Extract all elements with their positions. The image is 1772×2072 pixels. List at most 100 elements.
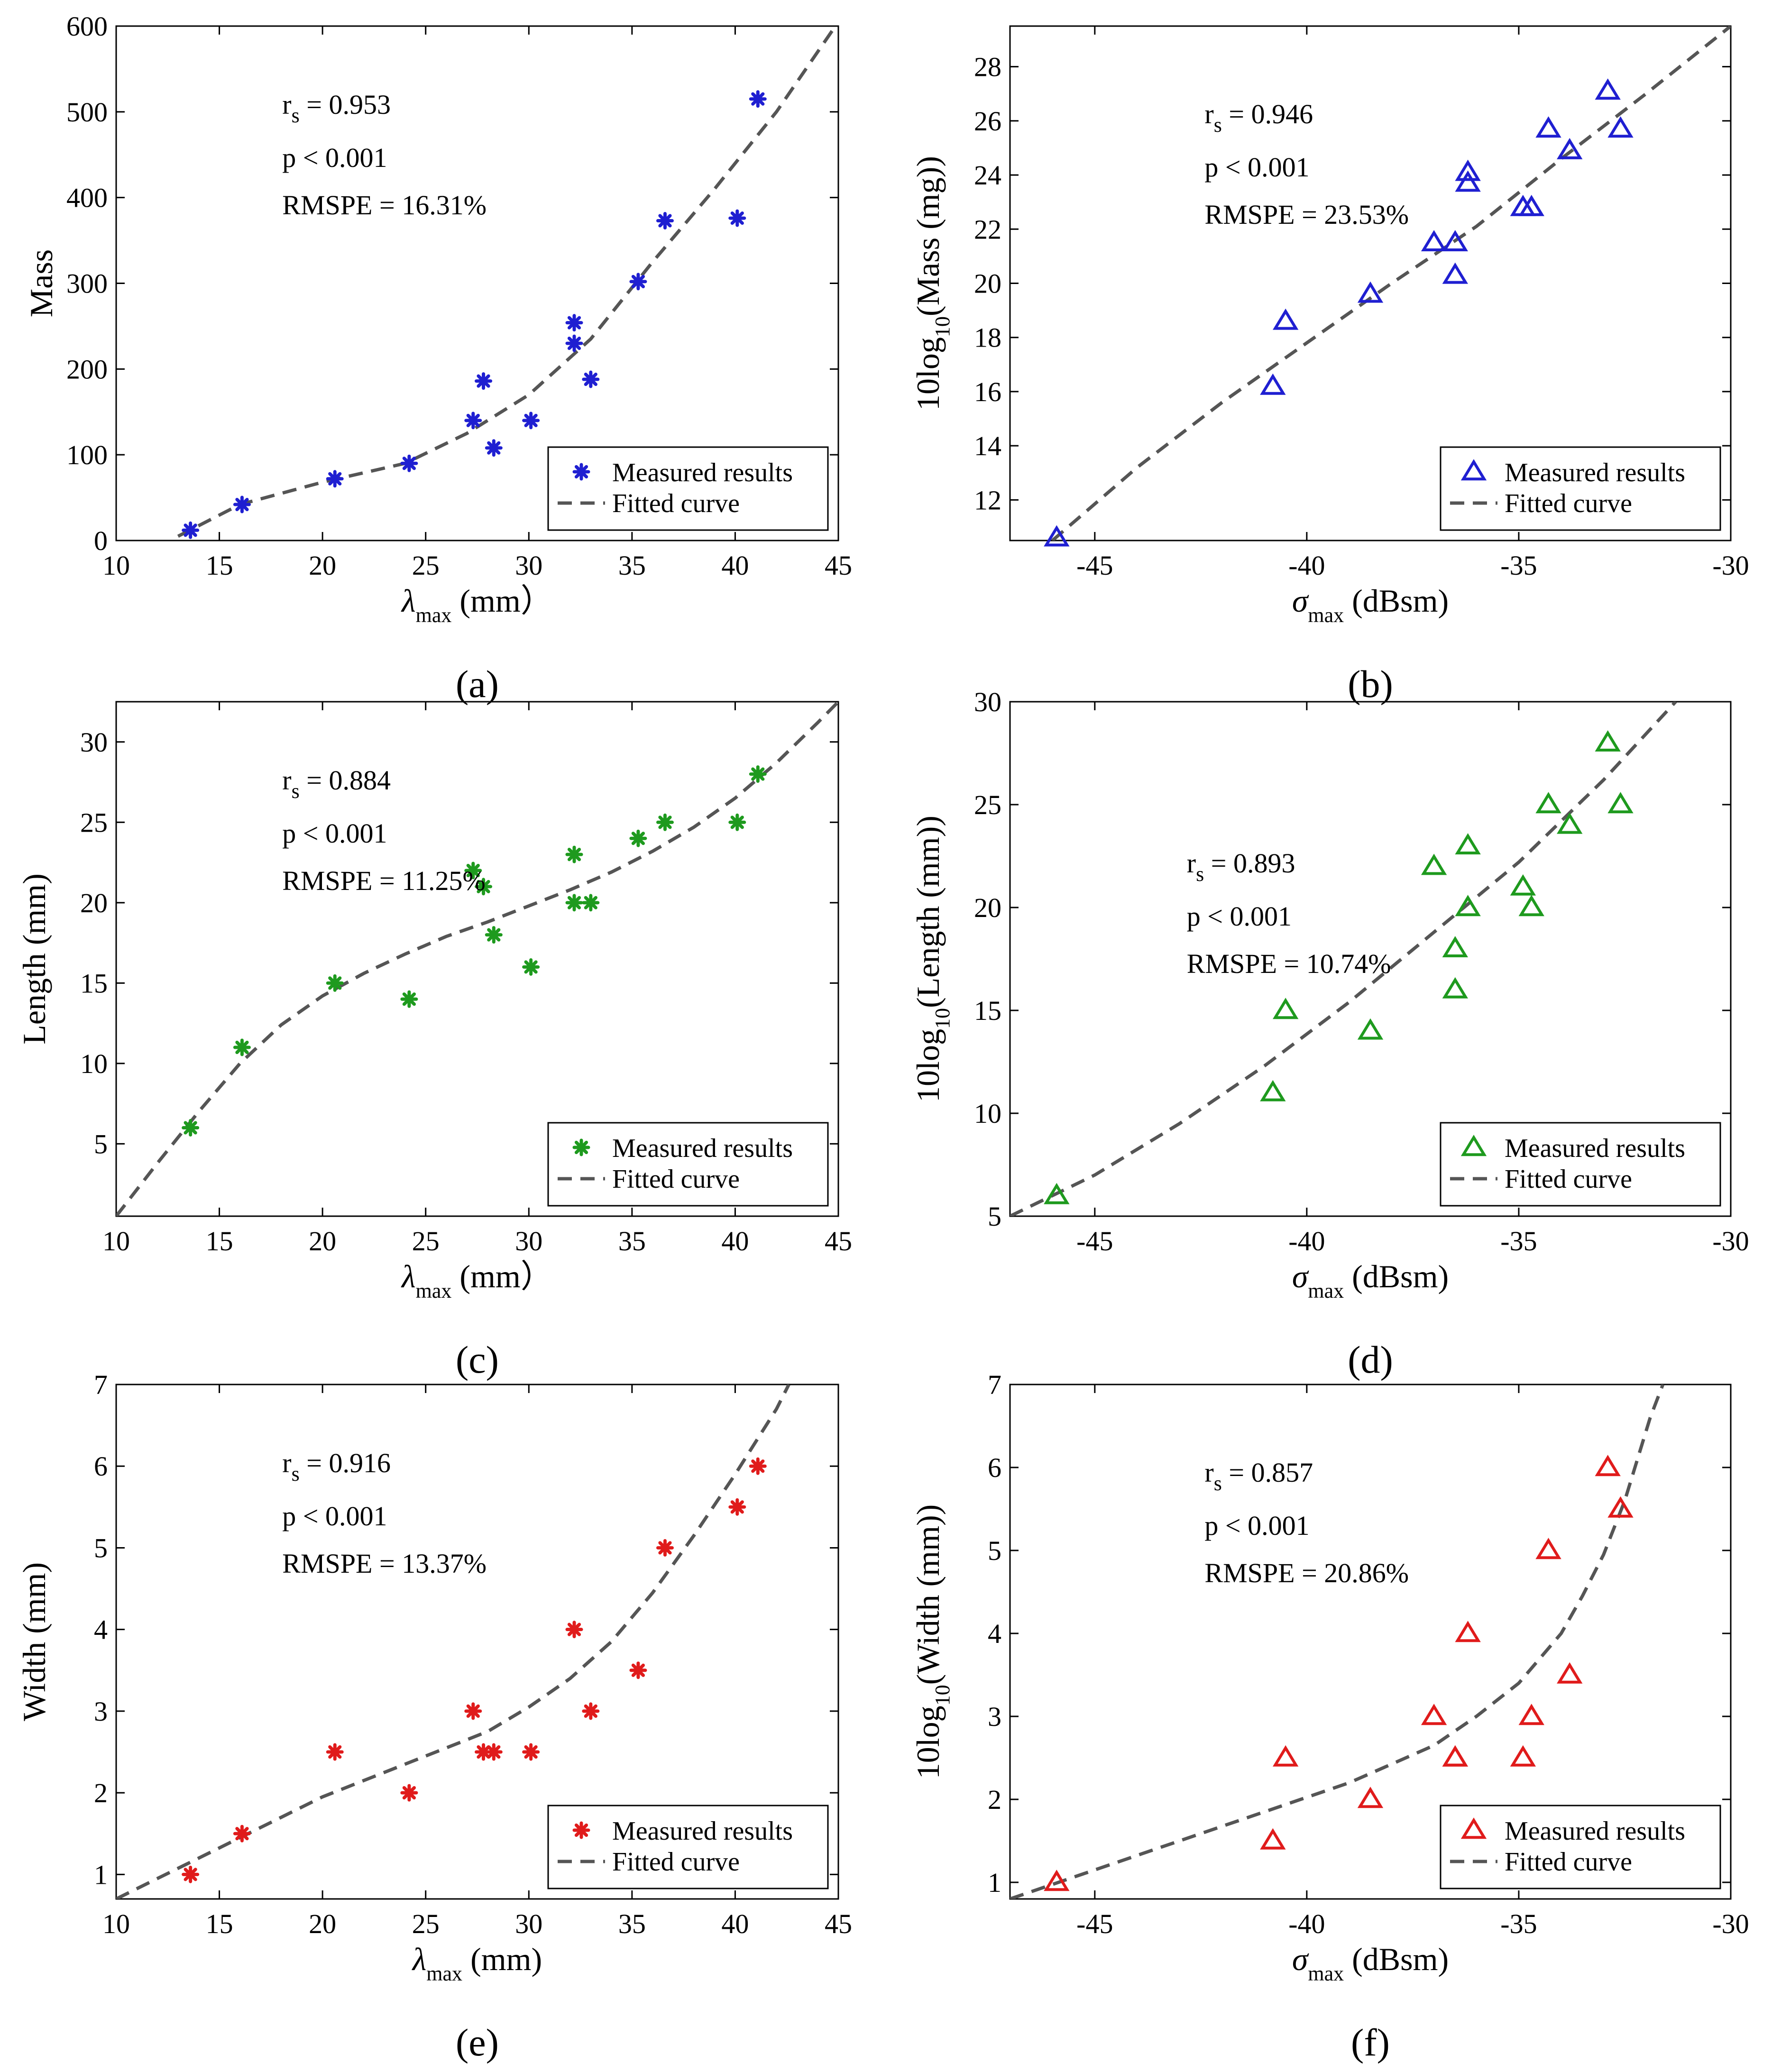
- x-tick-label: -45: [1076, 1226, 1113, 1256]
- legend-fitted: Fitted curve: [612, 489, 740, 518]
- y-tick-label: 15: [974, 995, 1001, 1026]
- measured-points: [182, 1457, 767, 1883]
- data-point: [1273, 308, 1299, 330]
- marker-core: [331, 979, 340, 988]
- marker-core: [570, 339, 579, 348]
- x-tick-label: 30: [515, 550, 542, 581]
- x-axis-label: λmax (mm）: [401, 1258, 553, 1302]
- stat-rmspe: RMSPE = 13.37%: [282, 1548, 487, 1579]
- stat-p-value: p < 0.001: [282, 1501, 387, 1531]
- measured-points: [182, 765, 767, 1137]
- data-point: [1518, 895, 1544, 917]
- data-point: [565, 894, 583, 912]
- x-tick-label: 45: [825, 1908, 852, 1939]
- legend-marker: [1460, 1135, 1487, 1156]
- legend-marker: [572, 1138, 590, 1156]
- x-axis-symbol: λ: [401, 1258, 415, 1294]
- data-point: [1442, 262, 1468, 284]
- x-axis-unit: (mm): [462, 1941, 542, 1977]
- data-point: [485, 439, 503, 457]
- data-point: [1535, 1538, 1561, 1559]
- data-point: [182, 521, 200, 539]
- y-tick-label: 15: [80, 968, 108, 999]
- data-point: [182, 1865, 200, 1883]
- marker-core: [586, 1706, 595, 1715]
- stat-p-value: p < 0.001: [1187, 901, 1292, 932]
- y-axis-suffix: (Length (mm)): [910, 816, 946, 1008]
- data-point: [326, 470, 344, 488]
- marker-core: [733, 214, 742, 223]
- stat-rs: rs = 0.946: [1204, 99, 1313, 137]
- marker-core: [577, 1143, 586, 1152]
- stat-rs-value: 0.884: [329, 765, 391, 796]
- data-point: [728, 813, 746, 831]
- stat-rs-equals: =: [300, 765, 329, 796]
- y-tick-label: 22: [974, 214, 1001, 245]
- y-axis-text: Width (mm): [16, 1562, 52, 1721]
- y-tick-label: 30: [974, 687, 1001, 717]
- data-point: [475, 878, 493, 896]
- measured-points: [1044, 1455, 1634, 1891]
- panel-label: (c): [456, 1338, 499, 1381]
- chart-panel-f: -45 -40 -35 -30 1 2 3 4 5 6 7 σmax (dBsm) 10log10(Wi…: [910, 1369, 1749, 2064]
- x-tick-label: -40: [1288, 1908, 1325, 1939]
- y-axis-label: Width (mm): [16, 1562, 52, 1721]
- data-point: [1357, 281, 1384, 303]
- data-point: [400, 1784, 418, 1802]
- x-axis-label: λmax (mm）: [401, 583, 553, 627]
- fitted-curve: [116, 1384, 790, 1899]
- data-point: [1557, 1662, 1583, 1684]
- legend-marker: [572, 463, 590, 481]
- stat-rs-value: 0.893: [1233, 848, 1295, 879]
- x-tick-label: 45: [825, 550, 852, 581]
- marker-core: [661, 216, 670, 225]
- data-point: [464, 862, 482, 880]
- data-point: [1044, 1870, 1070, 1891]
- y-axis-suffix: (Mass (mg)): [910, 156, 946, 316]
- y-tick-label: 7: [94, 1369, 108, 1400]
- stat-rmspe: RMSPE = 20.86%: [1204, 1558, 1409, 1588]
- x-tick-label: -40: [1288, 1226, 1325, 1256]
- stat-rs-subscript: s: [1196, 862, 1204, 886]
- stat-rmspe: RMSPE = 16.31%: [282, 190, 487, 220]
- y-tick-label: 18: [974, 322, 1001, 353]
- stat-rs: rs = 0.953: [282, 89, 391, 127]
- y-tick-label: 20: [80, 888, 108, 918]
- stat-p-value: p < 0.001: [1204, 1510, 1309, 1541]
- x-tick-label: -35: [1500, 1226, 1537, 1256]
- data-point: [485, 1743, 503, 1761]
- data-point: [1455, 1621, 1481, 1642]
- stat-rs-symbol: r: [282, 89, 291, 120]
- x-tick-label: 10: [102, 550, 130, 581]
- y-tick-label: 25: [80, 807, 108, 838]
- legend-box: [547, 1122, 829, 1207]
- data-point: [1273, 998, 1299, 1019]
- legend-measured: Measured results: [612, 1134, 793, 1163]
- y-tick-label: 20: [974, 892, 1001, 923]
- x-tick-label: 15: [206, 1908, 233, 1939]
- y-axis-text: Length (mm): [16, 873, 52, 1045]
- marker-core: [238, 1829, 247, 1838]
- x-axis-subscript: max: [426, 1962, 462, 1985]
- x-axis-symbol: λ: [412, 1941, 426, 1977]
- x-tick-label: 10: [102, 1908, 130, 1939]
- legend-box: [1440, 1122, 1721, 1207]
- x-tick-label: 35: [618, 550, 646, 581]
- data-point: [1455, 895, 1481, 917]
- data-point: [1260, 373, 1286, 395]
- x-tick-label: -35: [1500, 1908, 1537, 1939]
- data-point: [749, 1457, 767, 1475]
- x-tick-label: -45: [1076, 1908, 1113, 1939]
- data-point: [629, 273, 647, 291]
- data-point: [1595, 730, 1621, 752]
- y-tick-label: 28: [974, 52, 1001, 83]
- x-axis-label: σmax (dBsm): [1292, 1941, 1449, 1985]
- marker-core: [489, 443, 498, 452]
- legend-fitted: Fitted curve: [1505, 489, 1632, 518]
- marker-core: [526, 416, 535, 425]
- data-point: [749, 765, 767, 783]
